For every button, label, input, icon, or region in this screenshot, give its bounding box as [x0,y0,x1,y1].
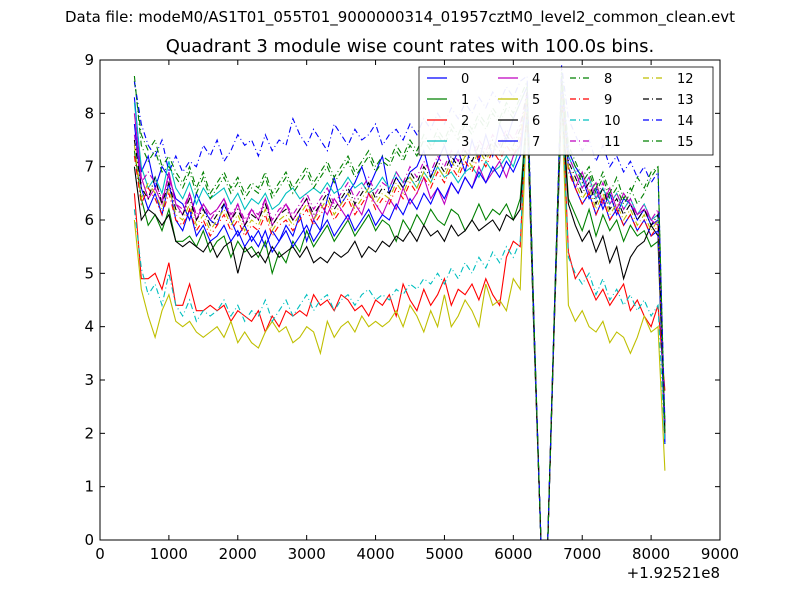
legend-box [418,66,714,156]
y-tick-label: 1 [84,478,94,496]
x-tick-label: 7000 [563,545,601,563]
series-line-9 [133,86,666,540]
x-tick-label: 6000 [494,545,532,563]
series-line-5 [133,91,666,540]
x-tick-label: 8000 [632,545,670,563]
legend-label-6: 6 [532,114,540,129]
chart-title: Quadrant 3 module wise count rates with … [165,36,655,57]
axis-ticks: 0 1000 2000 3000 4000 5000 6000 7000 8000 9000012… [84,51,739,563]
x-tick-label: 4000 [356,545,394,563]
legend-label-7: 7 [532,135,540,150]
series-line-6 [133,102,666,540]
series-line-15 [133,75,666,540]
x-tick-label: 3000 [288,545,326,563]
series-line-12 [133,86,666,540]
series-line-8 [133,70,666,540]
y-tick-label: 5 [84,264,94,282]
x-tick-label: 2000 [219,545,257,563]
y-tick-label: 6 [84,211,94,229]
legend-label-8: 8 [604,72,612,87]
plot-frame [99,59,721,541]
legend-label-0: 0 [461,72,469,87]
legend-label-12: 12 [677,72,694,87]
legend-label-13: 13 [677,93,694,108]
legend-label-2: 2 [461,114,469,129]
legend-label-15: 15 [677,135,694,150]
legend-label-4: 4 [532,72,540,87]
series-line-13 [133,81,666,540]
x-tick-label: 5000 [425,545,463,563]
series-line-1 [133,91,666,540]
y-tick-label: 4 [84,318,94,336]
series-line-2 [133,86,666,540]
y-tick-label: 3 [84,371,94,389]
y-tick-label: 2 [84,424,94,442]
series-layer [133,65,666,540]
x-tick-label: 1000 [150,545,188,563]
x-tick-label: 9000 [701,545,739,563]
legend-label-14: 14 [677,114,694,129]
legend-label-9: 9 [604,93,612,108]
legend-label-3: 3 [461,135,469,150]
x-tick-label: 0 [95,545,105,563]
legend-label-11: 11 [604,135,621,150]
legend-label-10: 10 [604,114,621,129]
legend-label-5: 5 [532,93,540,108]
y-tick-label: 0 [84,531,94,549]
legend-label-1: 1 [461,93,469,108]
y-tick-label: 7 [84,158,94,176]
y-tick-label: 8 [84,104,94,122]
x-offset-label: +1.92521e8 [627,564,720,582]
series-line-11 [133,81,666,540]
series-line-10 [133,91,666,540]
figure-supertitle: Data file: modeM0/AS1T01_055T01_90000003… [64,8,736,26]
y-tick-label: 9 [84,51,94,69]
